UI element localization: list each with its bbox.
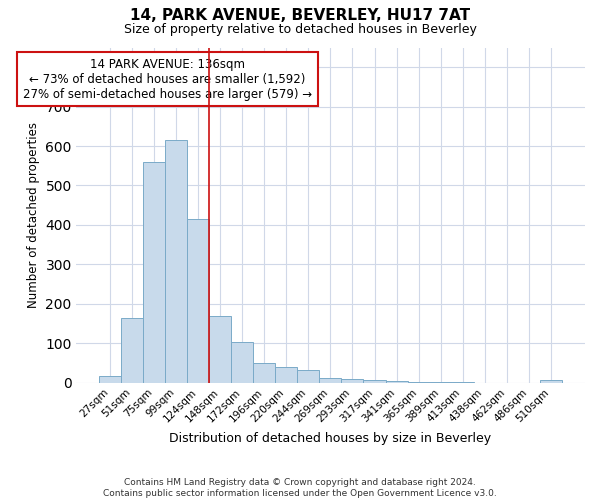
Bar	[540, 380, 562, 382]
Bar	[143, 162, 165, 382]
Bar	[253, 363, 275, 382]
Bar	[121, 318, 143, 382]
X-axis label: Distribution of detached houses by size in Beverley: Distribution of detached houses by size …	[169, 432, 491, 445]
Bar	[341, 378, 364, 382]
Bar	[298, 370, 319, 382]
Bar	[209, 316, 231, 382]
Text: Contains HM Land Registry data © Crown copyright and database right 2024.
Contai: Contains HM Land Registry data © Crown c…	[103, 478, 497, 498]
Text: 14, PARK AVENUE, BEVERLEY, HU17 7AT: 14, PARK AVENUE, BEVERLEY, HU17 7AT	[130, 8, 470, 22]
Text: Size of property relative to detached houses in Beverley: Size of property relative to detached ho…	[124, 22, 476, 36]
Bar	[99, 376, 121, 382]
Bar	[187, 219, 209, 382]
Y-axis label: Number of detached properties: Number of detached properties	[27, 122, 40, 308]
Bar	[231, 342, 253, 382]
Bar	[319, 378, 341, 382]
Bar	[275, 367, 298, 382]
Bar	[165, 140, 187, 382]
Bar	[364, 380, 386, 382]
Text: 14 PARK AVENUE: 136sqm
← 73% of detached houses are smaller (1,592)
27% of semi-: 14 PARK AVENUE: 136sqm ← 73% of detached…	[23, 58, 312, 100]
